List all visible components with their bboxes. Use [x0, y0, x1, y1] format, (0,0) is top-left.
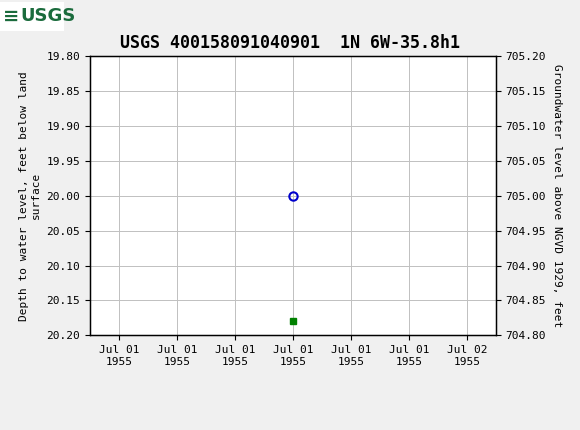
Y-axis label: Groundwater level above NGVD 1929, feet: Groundwater level above NGVD 1929, feet: [552, 64, 561, 327]
Text: ≡: ≡: [3, 6, 19, 26]
FancyBboxPatch shape: [0, 2, 64, 31]
Y-axis label: Depth to water level, feet below land
surface: Depth to water level, feet below land su…: [19, 71, 41, 320]
Text: USGS: USGS: [20, 7, 75, 25]
Text: USGS 400158091040901  1N 6W-35.8h1: USGS 400158091040901 1N 6W-35.8h1: [120, 34, 460, 52]
